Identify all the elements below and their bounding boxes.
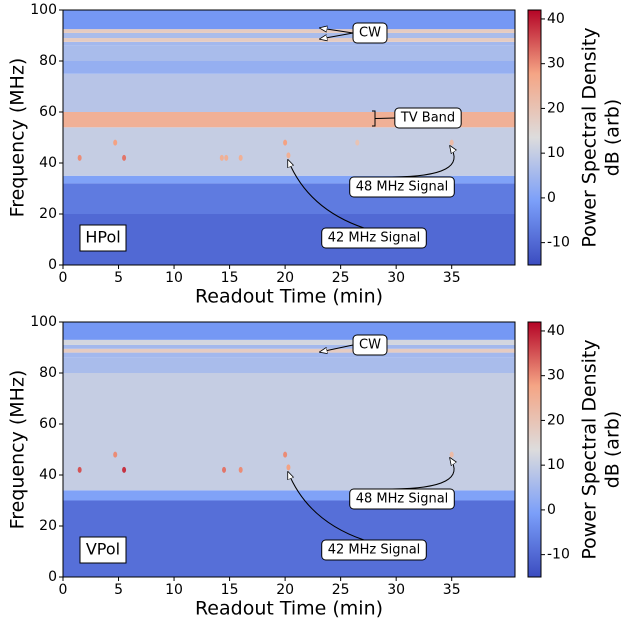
annotation: CW [359, 338, 381, 353]
x-axis-label: Readout Time (min) [195, 286, 383, 308]
annotation: 42 MHz Signal [328, 543, 421, 558]
colorbar-tick-label: -10 [547, 547, 570, 563]
y-axis-label: Frequency (MHz) [7, 370, 29, 530]
heatmap-band [63, 29, 515, 33]
x-tick-label: 30 [387, 582, 405, 598]
x-tick-label: 30 [387, 270, 405, 286]
y-tick-label: 40 [39, 467, 57, 483]
x-tick-label: 35 [443, 582, 461, 598]
colorbar-tick-label: 0 [547, 502, 556, 518]
colorbar [528, 10, 541, 265]
signal-point [78, 467, 82, 473]
signal-point [239, 467, 243, 473]
colorbar-label: Power Spectral Density [579, 27, 601, 247]
heatmap-band [63, 353, 515, 358]
signal-point [239, 155, 243, 161]
colorbar [528, 322, 541, 577]
y-axis-label: Frequency (MHz) [7, 58, 29, 218]
colorbar-tick-label: -10 [547, 235, 570, 251]
heatmap-band [63, 501, 515, 578]
signal-point [113, 140, 117, 146]
y-tick-label: 60 [39, 104, 57, 120]
colorbar-tick-label: 40 [547, 11, 565, 27]
y-tick-label: 20 [39, 206, 57, 222]
x-tick-label: 20 [276, 582, 294, 598]
heatmap-band [63, 74, 515, 112]
y-tick-label: 80 [39, 365, 57, 381]
signal-point [355, 140, 359, 146]
y-tick-label: 100 [30, 314, 57, 330]
y-tick-label: 80 [39, 53, 57, 69]
heatmap-band [63, 42, 515, 46]
panel-label: HPol [85, 228, 120, 247]
annotation: 42 MHz Signal [328, 231, 421, 246]
x-tick-label: 0 [59, 270, 68, 286]
x-tick-label: 25 [332, 582, 350, 598]
heatmap-band [63, 322, 515, 340]
x-tick-label: 20 [276, 270, 294, 286]
heatmap-band [63, 38, 515, 42]
x-axis-label: Readout Time (min) [195, 598, 383, 620]
y-tick-label: 100 [30, 2, 57, 18]
y-tick-label: 0 [48, 569, 57, 585]
colorbar-tick-label: 20 [547, 412, 565, 428]
signal-point [286, 464, 290, 470]
x-tick-label: 35 [443, 270, 461, 286]
annotation: 48 MHz Signal [356, 180, 449, 195]
colorbar-label: Power Spectral Density [579, 339, 601, 559]
y-tick-label: 0 [48, 257, 57, 273]
colorbar-tick-label: 30 [547, 368, 565, 384]
colorbar-tick-label: 10 [547, 457, 565, 473]
heatmap-band [63, 358, 515, 373]
heatmap-band [63, 46, 515, 61]
heatmap-band [63, 373, 515, 490]
heatmap-band [63, 61, 515, 74]
x-tick-label: 5 [114, 270, 123, 286]
annotation: 48 MHz Signal [356, 492, 449, 507]
heatmap-band [63, 349, 515, 353]
signal-point [224, 155, 228, 161]
y-tick-label: 60 [39, 416, 57, 432]
colorbar-label: dB (arb) [602, 99, 621, 176]
x-tick-label: 10 [165, 270, 183, 286]
heatmap-band [63, 10, 515, 29]
x-tick-label: 15 [221, 270, 239, 286]
signal-point [113, 452, 117, 458]
y-tick-label: 20 [39, 518, 57, 534]
signal-point [122, 155, 126, 161]
annotation: CW [359, 26, 381, 41]
heatmap-band [63, 340, 515, 345]
signal-point [450, 140, 454, 146]
x-tick-label: 15 [221, 582, 239, 598]
x-tick-label: 0 [59, 582, 68, 598]
heatmap [63, 10, 515, 265]
y-tick-label: 40 [39, 155, 57, 171]
heatmap-band [63, 345, 515, 349]
signal-point [122, 467, 126, 473]
colorbar-tick-label: 30 [547, 56, 565, 72]
panel-label: VPol [86, 540, 120, 559]
x-tick-label: 5 [114, 582, 123, 598]
colorbar-tick-label: 40 [547, 323, 565, 339]
colorbar-tick-label: 0 [547, 190, 556, 206]
x-tick-label: 25 [332, 270, 350, 286]
signal-point [283, 140, 287, 146]
signal-point [283, 452, 287, 458]
colorbar-label: dB (arb) [602, 411, 621, 488]
signal-point [450, 452, 454, 458]
heatmap [63, 322, 515, 577]
signal-point [222, 467, 226, 473]
heatmap-band [63, 214, 515, 265]
heatmap-band [63, 33, 515, 38]
signal-point [286, 152, 290, 158]
annotation: TV Band [400, 111, 455, 126]
colorbar-tick-label: 20 [547, 100, 565, 116]
colorbar-tick-label: 10 [547, 145, 565, 161]
signal-point [220, 155, 224, 161]
x-tick-label: 10 [165, 582, 183, 598]
signal-point [78, 155, 82, 161]
